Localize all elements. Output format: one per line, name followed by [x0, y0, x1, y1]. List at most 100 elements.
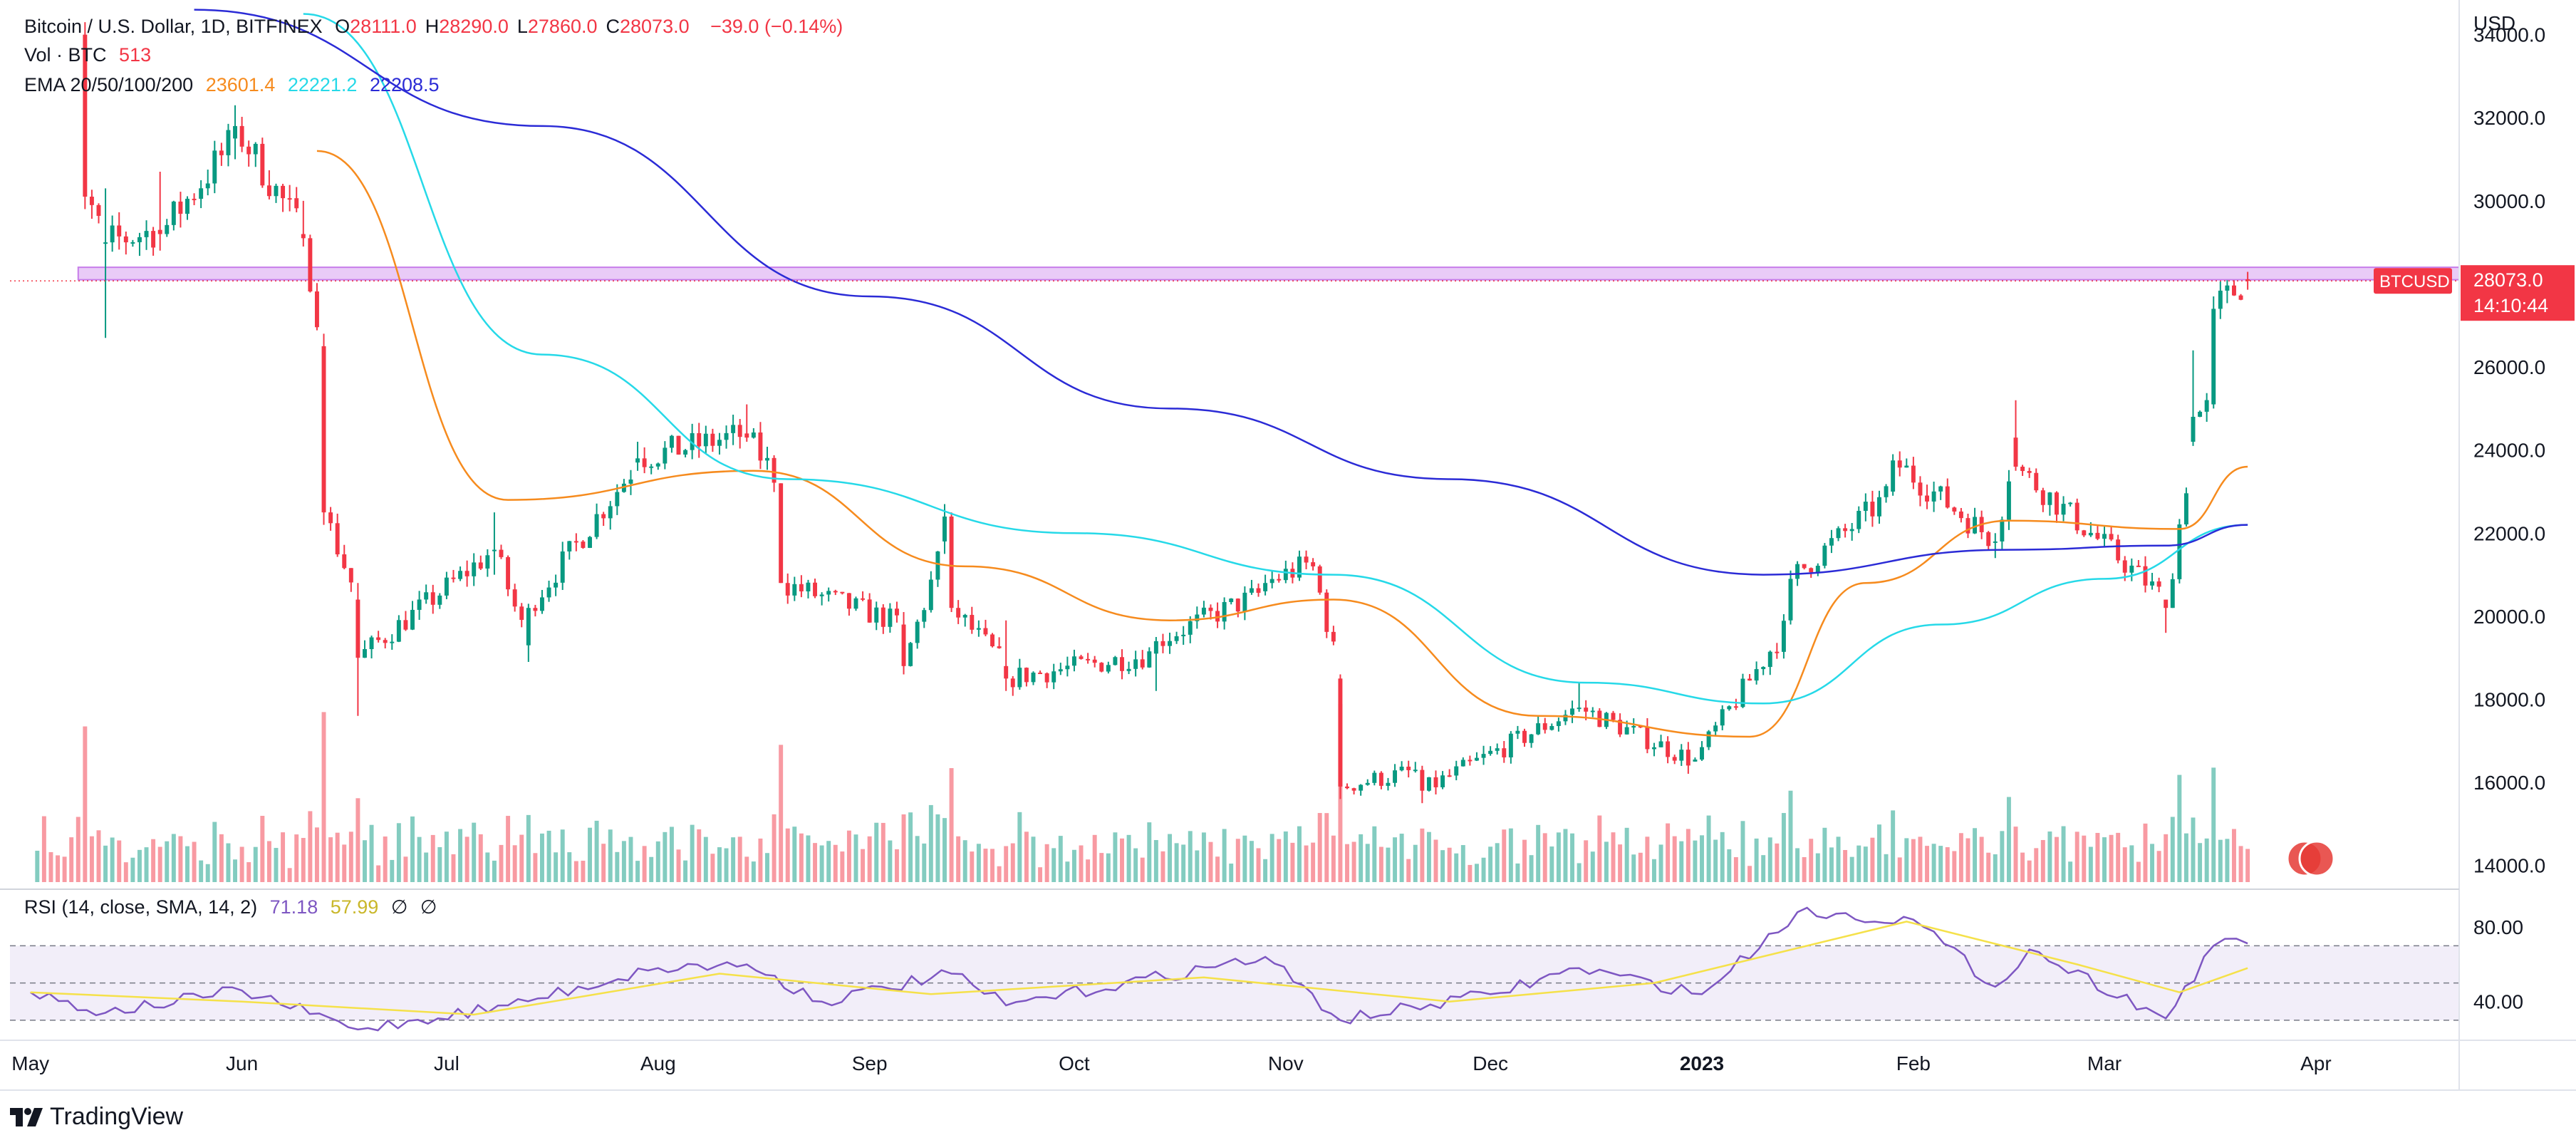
candle-body [424, 592, 429, 600]
volume-bar [1017, 812, 1022, 882]
volume-bar [615, 851, 620, 882]
ema-line-ema50 [303, 13, 2248, 705]
volume-bar [1378, 846, 1383, 882]
candle-body [601, 514, 606, 519]
volume-bar [655, 841, 660, 882]
volume-bar [1024, 831, 1029, 882]
volume-bar [117, 840, 122, 882]
volume-bar [560, 829, 565, 882]
volume-bar [1700, 835, 1704, 882]
candle-body [1925, 495, 1929, 502]
volume-bar [608, 829, 613, 882]
candle-body [990, 634, 994, 647]
volume-bar [512, 845, 517, 882]
volume-bar [342, 844, 347, 882]
rsi-na-1: ∅ [390, 896, 408, 918]
candle-body [1672, 757, 1677, 761]
candle-body [1809, 568, 1814, 573]
volume-pane [35, 704, 2250, 882]
candle-body [219, 150, 224, 155]
volume-bar [1822, 827, 1827, 882]
candle-body [266, 185, 271, 197]
candle-body [1017, 668, 1022, 688]
volume-bar [1938, 846, 1943, 882]
volume-bar [1365, 844, 1370, 882]
volume-bar [62, 856, 67, 882]
candle-body [444, 577, 449, 596]
candle-body [253, 143, 258, 155]
candle-body [588, 537, 592, 548]
volume-bar [861, 849, 866, 882]
candle-body [1911, 465, 1916, 483]
tradingview-logo[interactable]: TradingView [10, 1103, 183, 1131]
candle-body [328, 512, 333, 524]
volume-bar [1386, 847, 1391, 882]
candle-body [1891, 460, 1896, 492]
volume-bar [519, 834, 524, 882]
candle-body [1277, 579, 1282, 581]
volume-bar [1618, 844, 1623, 882]
volume-bar [2204, 838, 2209, 882]
candle-body [83, 34, 88, 197]
candle-body [546, 587, 551, 598]
candle-body [2211, 309, 2216, 405]
volume-bar [410, 816, 415, 882]
volume-bar [573, 861, 578, 882]
candle-body [683, 450, 688, 455]
candle-body [581, 542, 586, 548]
volume-bar [1849, 856, 1854, 882]
candle-body [1522, 730, 1527, 743]
candle-body [1849, 529, 1854, 532]
volume-bar [1686, 829, 1690, 882]
time-tick-label: Dec [1473, 1052, 1508, 1074]
candle-body [874, 607, 879, 623]
price-tick-label: 22000.0 [2473, 522, 2545, 544]
candle-body [676, 435, 681, 455]
volume-bar [874, 822, 879, 882]
candle-body [1065, 665, 1070, 670]
ema-legend: EMA 20/50/100/200 23601.4 22221.2 22208.… [24, 74, 447, 96]
axes: USD34000.032000.030000.028000.026000.024… [0, 0, 2576, 1091]
candle-body [2183, 493, 2188, 525]
volume-bar [219, 834, 224, 882]
candle-body [840, 591, 845, 594]
volume-bar [56, 855, 61, 882]
volume-bar [1208, 841, 1213, 882]
candle-body [2055, 492, 2059, 515]
volume-bar [731, 837, 736, 882]
candle-body [2156, 581, 2161, 587]
candle-body [1618, 720, 1623, 735]
candle-body [2040, 490, 2045, 505]
volume-bar [1590, 851, 1595, 882]
candle-body [861, 598, 866, 600]
candle-body [212, 150, 217, 184]
volume-bar [499, 844, 504, 882]
candle-body [1195, 614, 1200, 621]
time-tick-label: Apr [2300, 1052, 2332, 1074]
candle-body [1590, 710, 1595, 713]
volume-bar [1611, 832, 1616, 882]
branding-text: TradingView [50, 1103, 184, 1130]
candle-body [1795, 564, 1800, 579]
volume-bar [424, 852, 429, 882]
candle-body [2047, 492, 2052, 505]
rsi-pane[interactable] [10, 906, 2459, 1032]
volume-label: Vol · BTC [24, 44, 107, 66]
candle-body [1877, 497, 1881, 517]
candle-body [928, 579, 933, 611]
candle-body [110, 225, 115, 243]
price-tick-label: 16000.0 [2473, 772, 2545, 794]
candle-body [1079, 656, 1084, 659]
candle-body [1031, 673, 1036, 683]
price-tick-label: 24000.0 [2473, 440, 2545, 462]
candle-body [335, 523, 340, 555]
candle-body [1242, 592, 1247, 612]
volume-bar [301, 838, 306, 882]
candle-body [1215, 611, 1220, 622]
candle-body [1556, 721, 1561, 726]
candle-body [1433, 777, 1438, 787]
candle-body [2225, 285, 2230, 291]
price-pane[interactable] [10, 0, 2460, 804]
candle-body [1345, 786, 1349, 789]
